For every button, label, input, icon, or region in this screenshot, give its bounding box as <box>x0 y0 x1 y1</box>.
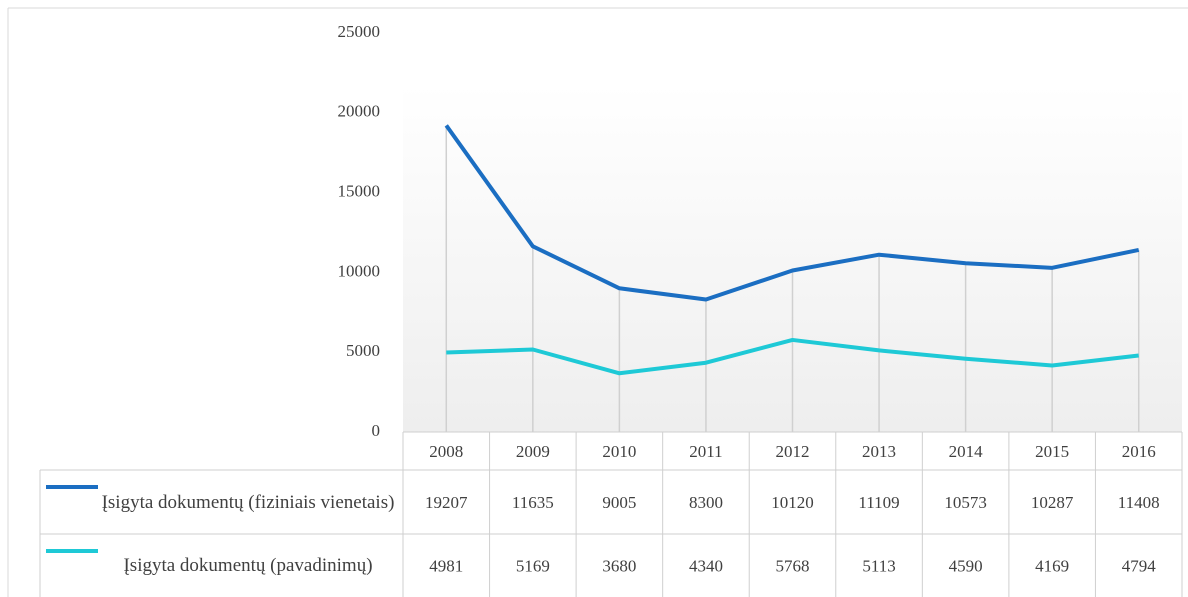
x-tick-label: 2015 <box>1035 442 1069 461</box>
series-line <box>444 124 1140 302</box>
y-tick-label: 10000 <box>338 261 381 280</box>
data-label: 4590 <box>949 556 983 575</box>
data-label: 11109 <box>858 493 899 512</box>
legend-label: Įsigyta dokumentų (fiziniais vienetais) <box>101 491 395 513</box>
y-tick-label: 0 <box>372 421 381 440</box>
data-label: 4794 <box>1122 556 1157 575</box>
data-label: 4340 <box>689 556 723 575</box>
data-label: 4981 <box>429 556 463 575</box>
data-label: 11408 <box>1118 493 1160 512</box>
data-label: 19207 <box>425 493 468 512</box>
y-tick-label: 20000 <box>338 102 381 121</box>
y-tick-label: 15000 <box>338 182 381 201</box>
x-tick-label: 2012 <box>776 442 810 461</box>
data-label: 10120 <box>771 493 814 512</box>
data-label: 5169 <box>516 556 550 575</box>
data-label: 5113 <box>862 556 895 575</box>
x-tick-label: 2014 <box>949 442 984 461</box>
data-label: 10287 <box>1031 493 1074 512</box>
data-label: 11635 <box>512 493 554 512</box>
data-label: 10573 <box>944 493 987 512</box>
data-label: 8300 <box>689 493 723 512</box>
legend-label: Įsigyta dokumentų (pavadinimų) <box>123 555 373 576</box>
x-tick-label: 2011 <box>689 442 722 461</box>
x-tick-label: 2016 <box>1122 442 1156 461</box>
x-tick-label: 2009 <box>516 442 550 461</box>
y-tick-label: 5000 <box>346 341 380 360</box>
series-line <box>446 337 1139 376</box>
data-label: 3680 <box>602 556 636 575</box>
x-tick-label: 2010 <box>602 442 636 461</box>
y-tick-label: 25000 <box>338 22 381 41</box>
legend-label-box: Įsigyta dokumentų (pavadinimų) <box>123 555 373 576</box>
x-tick-label: 2008 <box>429 442 463 461</box>
data-label: 9005 <box>602 493 636 512</box>
legend-label-box: Įsigyta dokumentų (fiziniais vienetais) <box>101 491 395 513</box>
data-label: 5768 <box>776 556 810 575</box>
x-tick-label: 2013 <box>862 442 896 461</box>
data-label: 4169 <box>1035 556 1069 575</box>
